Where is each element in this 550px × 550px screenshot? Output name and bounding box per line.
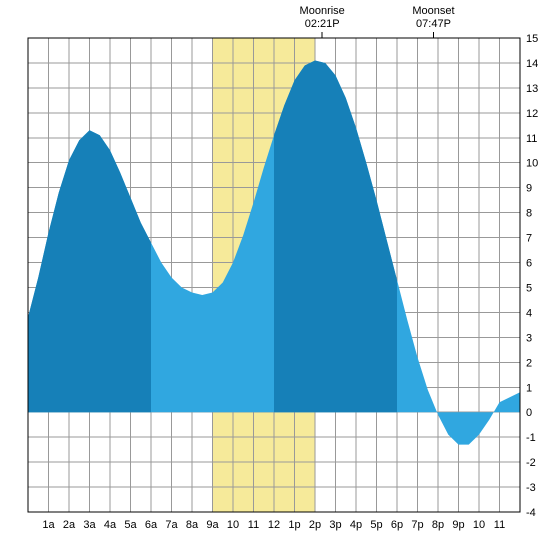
moonrise-label: Moonrise — [300, 5, 345, 17]
y-tick-label: 15 — [526, 33, 538, 45]
x-tick-label: 10 — [473, 519, 485, 531]
x-tick-label: 5a — [124, 519, 137, 531]
x-tick-label: 6p — [391, 519, 403, 531]
x-tick-label: 5p — [370, 519, 382, 531]
x-tick-label: 7p — [411, 519, 423, 531]
y-tick-label: 4 — [526, 307, 532, 319]
y-tick-label: 9 — [526, 183, 532, 195]
y-tick-label: 5 — [526, 282, 532, 294]
x-tick-label: 10 — [227, 519, 239, 531]
x-tick-label: 9p — [452, 519, 464, 531]
x-tick-label: 2p — [309, 519, 321, 531]
x-tick-label: 11 — [494, 519, 505, 531]
x-tick-label: 7a — [165, 519, 178, 531]
y-tick-label: 0 — [526, 407, 532, 419]
x-tick-label: 8a — [186, 519, 199, 531]
x-tick-label: 11 — [248, 519, 259, 531]
y-tick-label: -2 — [526, 457, 536, 469]
y-tick-label: 8 — [526, 208, 532, 220]
y-tick-label: 6 — [526, 258, 532, 270]
moonrise-time: 02:21P — [305, 18, 340, 30]
x-tick-label: 8p — [432, 519, 444, 531]
y-tick-label: -3 — [526, 482, 536, 494]
y-tick-label: -1 — [526, 432, 536, 444]
moonset-time: 07:47P — [416, 18, 451, 30]
x-tick-label: 9a — [206, 519, 219, 531]
x-tick-label: 4p — [350, 519, 362, 531]
y-tick-label: 7 — [526, 233, 532, 245]
y-tick-label: 12 — [526, 108, 538, 120]
x-tick-label: 1p — [288, 519, 300, 531]
y-tick-label: 13 — [526, 83, 538, 95]
moonset-label: Moonset — [412, 5, 454, 17]
y-tick-label: 3 — [526, 332, 532, 344]
x-tick-label: 4a — [104, 519, 117, 531]
y-tick-label: -4 — [526, 507, 536, 519]
y-tick-label: 2 — [526, 357, 532, 369]
tide-chart: 1514131211109876543210-1-2-3-41a2a3a4a5a… — [0, 0, 550, 550]
x-tick-label: 3a — [83, 519, 96, 531]
y-tick-label: 14 — [526, 58, 538, 70]
x-tick-label: 2a — [63, 519, 76, 531]
x-tick-label: 12 — [268, 519, 280, 531]
x-tick-label: 1a — [42, 519, 55, 531]
x-tick-label: 6a — [145, 519, 158, 531]
y-tick-label: 11 — [526, 133, 537, 145]
y-tick-label: 10 — [526, 158, 538, 170]
x-tick-label: 3p — [329, 519, 341, 531]
y-tick-label: 1 — [526, 382, 532, 394]
